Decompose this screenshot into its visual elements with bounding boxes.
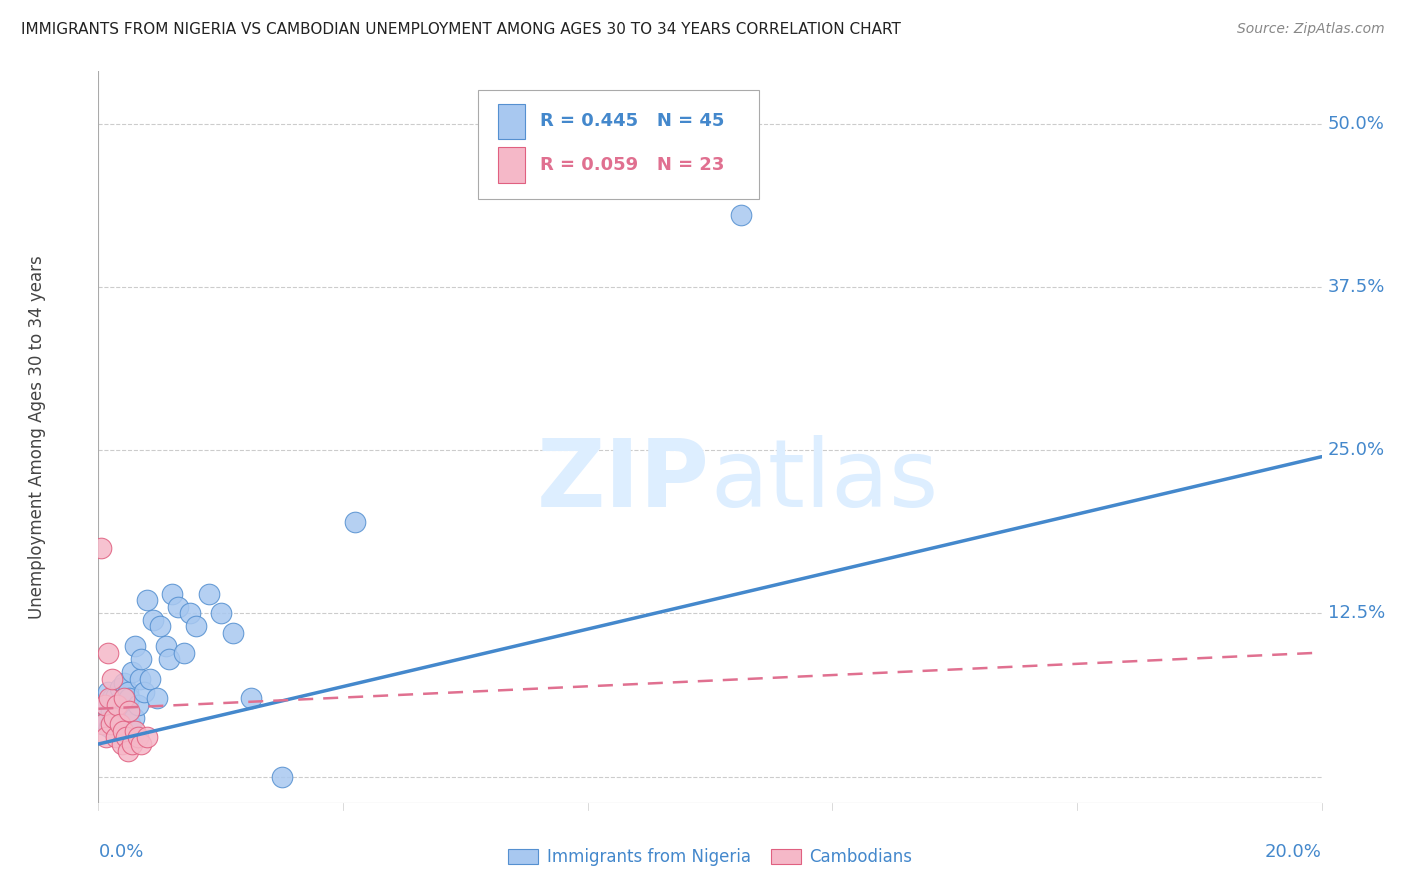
Point (104, 689, 127, 703)
Point (118, 705, 141, 719)
Point (139, 672, 162, 686)
Point (101, 691, 124, 706)
Point (270, 770, 292, 784)
Point (93, 698, 115, 712)
FancyBboxPatch shape (478, 90, 759, 200)
Point (149, 619, 172, 633)
Point (112, 675, 135, 690)
Point (145, 691, 167, 706)
Point (94, 731, 117, 745)
Text: IMMIGRANTS FROM NIGERIA VS CAMBODIAN UNEMPLOYMENT AMONG AGES 30 TO 34 YEARS CORR: IMMIGRANTS FROM NIGERIA VS CAMBODIAN UNE… (21, 22, 901, 37)
Point (103, 711, 125, 725)
Text: 37.5%: 37.5% (1327, 278, 1385, 296)
Point (160, 587, 183, 601)
Text: 0.0%: 0.0% (98, 843, 143, 861)
Point (100, 705, 122, 719)
Point (240, 691, 263, 706)
Text: Unemployment Among Ages 30 to 34 years: Unemployment Among Ages 30 to 34 years (28, 255, 46, 619)
Text: atlas: atlas (710, 435, 938, 527)
Text: R = 0.059   N = 23: R = 0.059 N = 23 (540, 156, 724, 174)
Point (97, 685, 120, 699)
Point (124, 723, 146, 738)
Point (136, 593, 159, 607)
Text: 50.0%: 50.0% (1327, 114, 1385, 133)
Point (120, 717, 142, 731)
Point (197, 587, 219, 601)
Point (115, 705, 138, 719)
Point (107, 706, 129, 721)
Point (91, 717, 114, 731)
Legend: Immigrants from Nigeria, Cambodians: Immigrants from Nigeria, Cambodians (503, 843, 917, 871)
Point (93, 698, 115, 712)
Point (115, 731, 138, 745)
Point (222, 626, 245, 640)
Point (117, 743, 139, 757)
Point (730, 208, 752, 222)
Bar (498, 103, 526, 138)
Point (129, 672, 152, 686)
Text: ZIP: ZIP (537, 435, 710, 527)
Point (108, 717, 131, 731)
Point (98, 691, 121, 706)
Point (91, 717, 114, 731)
Point (108, 681, 131, 695)
Point (209, 607, 232, 621)
Point (124, 639, 146, 653)
Point (167, 599, 190, 614)
Point (155, 639, 177, 653)
Point (142, 613, 165, 627)
Point (94, 714, 117, 729)
Point (105, 698, 128, 712)
Point (111, 714, 134, 729)
Point (129, 652, 152, 666)
Text: R = 0.445   N = 45: R = 0.445 N = 45 (540, 112, 724, 130)
Point (179, 607, 201, 621)
Point (157, 652, 180, 666)
Point (186, 619, 208, 633)
Point (134, 685, 156, 699)
Point (121, 737, 143, 751)
Point (129, 737, 152, 751)
Point (344, 515, 367, 529)
Point (173, 646, 195, 660)
Text: Source: ZipAtlas.com: Source: ZipAtlas.com (1237, 22, 1385, 37)
Point (122, 711, 145, 725)
Point (100, 717, 122, 731)
Text: 25.0%: 25.0% (1327, 442, 1385, 459)
Point (121, 665, 143, 680)
Point (127, 731, 149, 745)
Point (118, 691, 141, 706)
Point (111, 737, 134, 751)
Point (112, 691, 135, 706)
Point (90, 541, 112, 555)
Bar (498, 147, 526, 183)
Point (101, 672, 124, 686)
Point (105, 698, 128, 712)
Point (111, 723, 134, 738)
Point (111, 694, 134, 708)
Point (103, 711, 125, 725)
Text: 12.5%: 12.5% (1327, 605, 1385, 623)
Point (127, 698, 149, 712)
Point (104, 731, 127, 745)
Point (97, 646, 120, 660)
Point (136, 731, 159, 745)
Point (98, 720, 121, 734)
Point (117, 685, 139, 699)
Text: 20.0%: 20.0% (1265, 843, 1322, 861)
